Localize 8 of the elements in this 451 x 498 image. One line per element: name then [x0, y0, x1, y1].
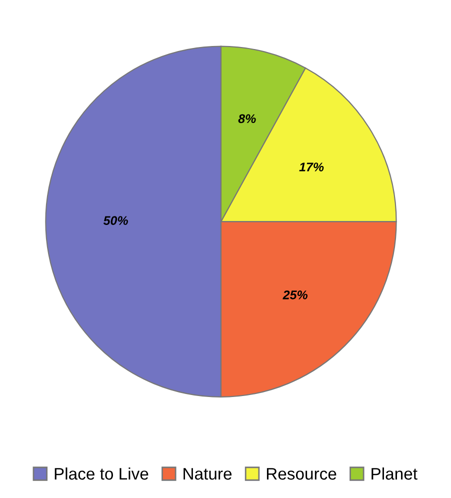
data-label: 8% [238, 114, 256, 124]
data-label: 17% [299, 162, 324, 172]
data-label: 50% [103, 216, 128, 225]
legend-label: Planet [372, 467, 418, 480]
data-label: 25% [282, 290, 308, 300]
legend-label: Place to Live [54, 467, 148, 480]
legend-label: Nature [184, 468, 232, 480]
legend-label: Resource [266, 468, 336, 480]
